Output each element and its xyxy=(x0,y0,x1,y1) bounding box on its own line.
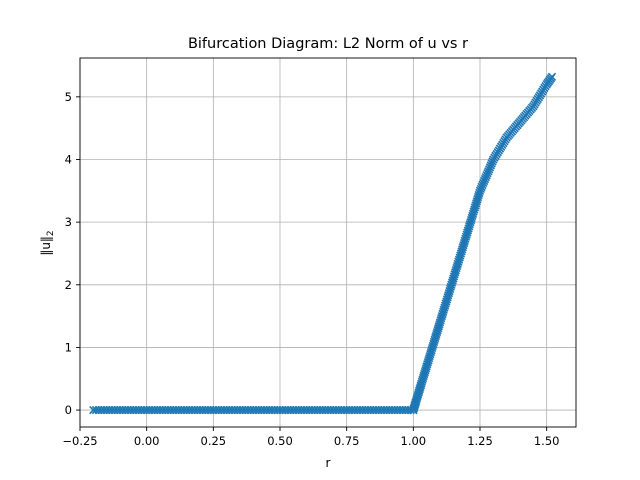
y-axis-ticks: 0 1 2 3 4 5 xyxy=(65,90,80,417)
y-tick-label: 5 xyxy=(65,90,72,104)
x-axis-ticks: −0.25 0.00 0.25 0.50 0.75 1.00 1.25 1.50 xyxy=(62,427,559,448)
y-tick-label: 3 xyxy=(65,215,72,229)
y-tick-label: 0 xyxy=(65,403,72,417)
x-tick-label: 0.25 xyxy=(201,434,227,448)
y-tick-label: 1 xyxy=(65,340,72,354)
data-markers xyxy=(89,72,557,415)
y-axis-label: ‖u‖2 xyxy=(39,230,56,255)
plot-frame xyxy=(79,57,577,428)
x-axis-label: r xyxy=(326,456,331,470)
y-axis-label-main: ‖u‖ xyxy=(39,236,53,256)
x-tick-label: 0.50 xyxy=(267,434,293,448)
x-tick-label: 1.25 xyxy=(467,434,493,448)
grid-lines xyxy=(79,58,576,427)
x-tick-label: −0.25 xyxy=(62,434,97,448)
x-tick-label: 1.00 xyxy=(401,434,427,448)
x-tick-label: 0.75 xyxy=(334,434,360,448)
x-tick-label: 0.00 xyxy=(134,434,160,448)
x-tick-label: 1.50 xyxy=(534,434,560,448)
y-tick-label: 2 xyxy=(65,278,72,292)
chart-title: Bifurcation Diagram: L2 Norm of u vs r xyxy=(188,36,468,52)
y-axis-label-subscript: 2 xyxy=(46,230,56,236)
data-point xyxy=(547,72,557,81)
y-tick-label: 4 xyxy=(65,152,72,166)
